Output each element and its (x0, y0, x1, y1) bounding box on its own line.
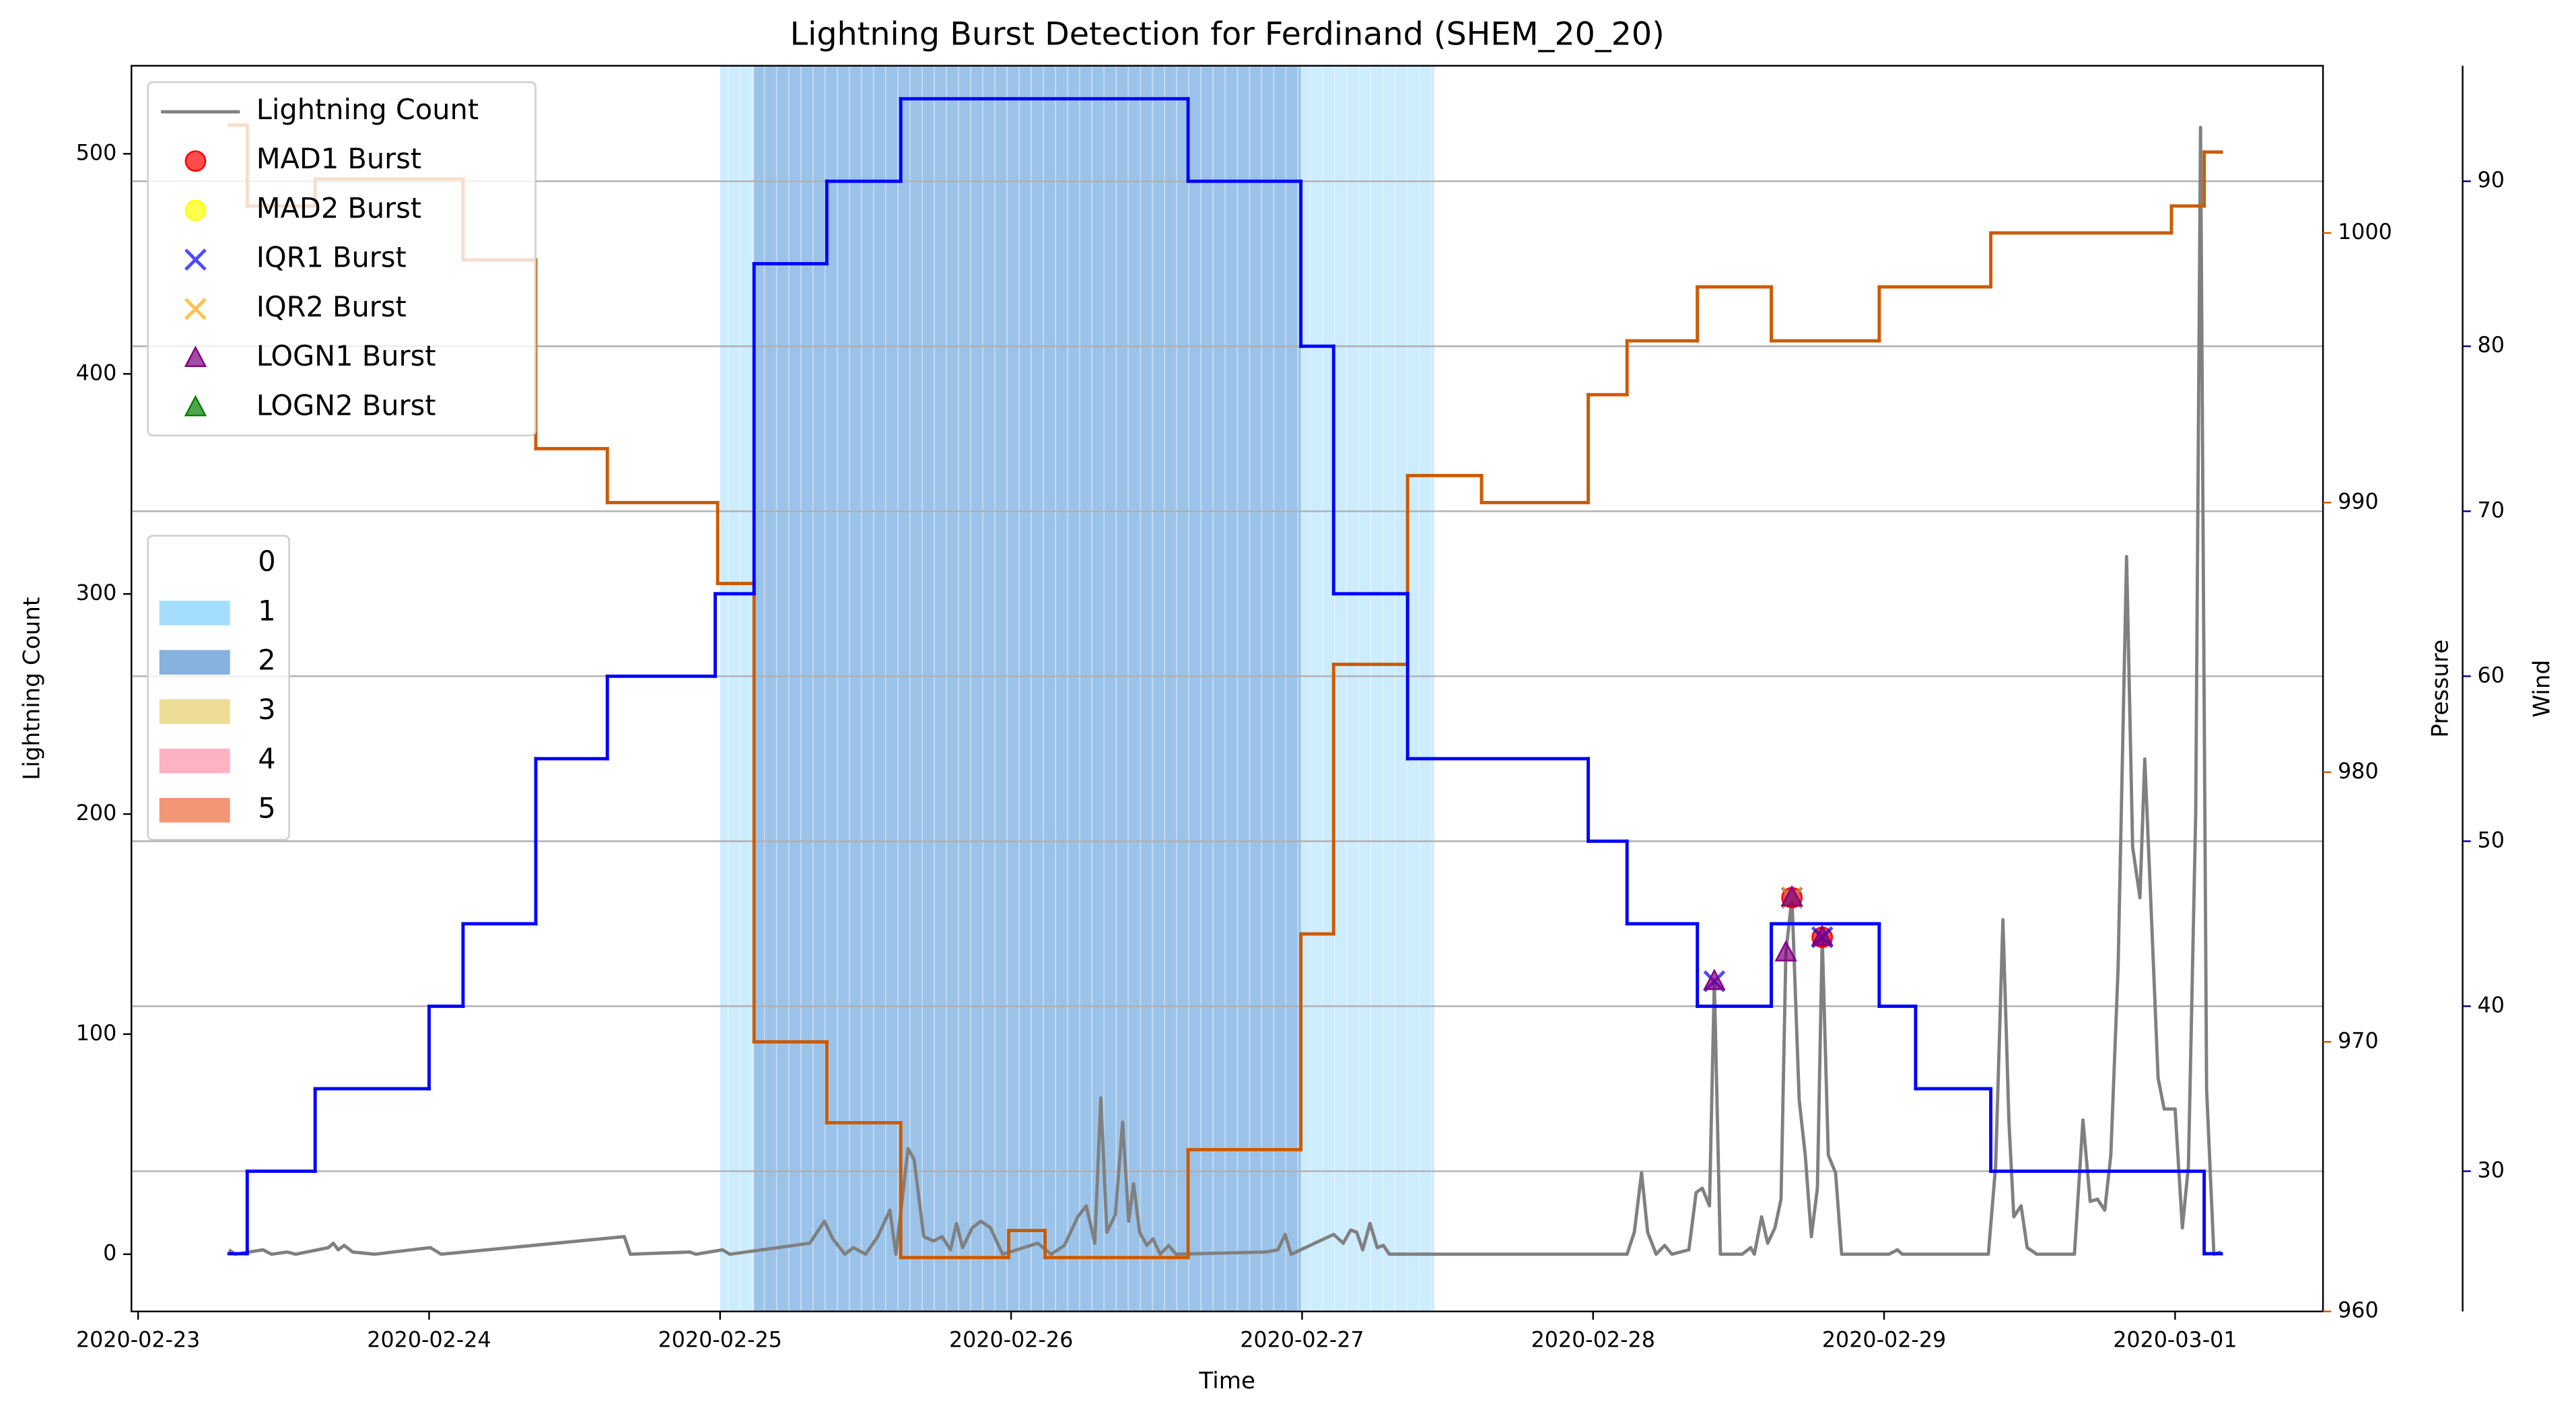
burst-marker (1774, 940, 1797, 962)
y3-tick-label: 60 (2478, 663, 2505, 687)
legend-label: IQR2 Burst (256, 290, 407, 323)
x-tick-label: 2020-02-23 (76, 1328, 200, 1353)
legend-patch (159, 748, 230, 774)
burst-marker (1703, 968, 1726, 990)
legend: Lightning Count MAD1 Burst MAD2 Burst IQR1 … (147, 81, 536, 437)
legend-patch (159, 798, 230, 823)
legend-label: MAD1 Burst (256, 142, 421, 175)
span-stripes (754, 65, 1301, 1312)
legend-label: 1 (258, 594, 275, 627)
x-tick-label: 2020-03-01 (2113, 1328, 2237, 1353)
markers (1703, 885, 1834, 992)
x-tick-label: 2020-02-25 (658, 1328, 782, 1353)
y2-tick-label: 960 (2338, 1299, 2379, 1323)
level-legend: 0 1 2 3 4 5 (147, 535, 290, 841)
axes: 2020-02-23 2020-02-24 2020-02-25 2020-02-26… (76, 65, 2505, 1353)
legend-marker (184, 395, 207, 417)
legend-label: 4 (258, 742, 275, 775)
burst-marker (1811, 924, 1834, 946)
y-tick-label: 300 (76, 581, 117, 605)
x-tick-label: 2020-02-26 (949, 1328, 1073, 1353)
spans (720, 65, 1434, 1312)
legend-marker (184, 248, 207, 271)
y-tick-label: 200 (76, 801, 117, 825)
legend-patch (159, 699, 230, 724)
legend-label: 5 (258, 791, 275, 824)
y2-tick-label: 1000 (2338, 220, 2392, 244)
y-tick-label: 100 (76, 1021, 117, 1046)
x-tick-label: 2020-02-28 (1531, 1328, 1655, 1353)
y3-tick-label: 40 (2478, 993, 2505, 1017)
legend-label: 3 (258, 693, 275, 726)
legend-label: LOGN1 Burst (256, 339, 436, 372)
line (228, 125, 2222, 1256)
x-tick-label: 2020-02-24 (367, 1328, 491, 1353)
x-tick-label: 2020-02-27 (1240, 1328, 1364, 1353)
legend-patch (159, 650, 230, 675)
x-axis-label: Time (1198, 1368, 1255, 1394)
y3-tick-label: 90 (2478, 168, 2505, 193)
y-axis-label: Lightning Count (18, 597, 45, 780)
legend-label: 2 (258, 644, 275, 677)
y2-tick-label: 980 (2338, 760, 2379, 784)
y3-tick-label: 30 (2478, 1158, 2505, 1182)
plot-frame (131, 65, 2324, 1312)
y3-tick-label: 80 (2478, 333, 2505, 358)
y3-tick-label: 50 (2478, 828, 2505, 852)
y-tick-label: 500 (76, 141, 117, 165)
legend-patch (159, 601, 230, 626)
legend-label: IQR1 Burst (256, 241, 407, 274)
y2-axis-label: Pressure (2427, 640, 2453, 738)
chart-title: Lightning Burst Detection for Ferdinand … (790, 16, 1665, 53)
legend-label: MAD2 Burst (256, 191, 421, 224)
legend-marker (184, 199, 207, 222)
legend-marker (184, 150, 207, 172)
legend-box (147, 81, 536, 437)
burst-marker (1780, 885, 1803, 907)
legend-marker (184, 345, 207, 368)
y2-tick-label: 970 (2338, 1029, 2379, 1053)
legend-label: LOGN2 Burst (256, 389, 436, 422)
x-tick-label: 2020-02-29 (1822, 1328, 1946, 1353)
y3-tick-label: 70 (2478, 498, 2505, 522)
legend-label: 0 (258, 545, 275, 578)
legend-label: Lightning Count (256, 93, 479, 126)
y-tick-label: 400 (76, 361, 117, 385)
y2-tick-label: 990 (2338, 490, 2379, 514)
y3-axis-label: Wind (2529, 660, 2556, 718)
legend-marker (184, 298, 207, 321)
y-tick-label: 0 (103, 1242, 116, 1266)
